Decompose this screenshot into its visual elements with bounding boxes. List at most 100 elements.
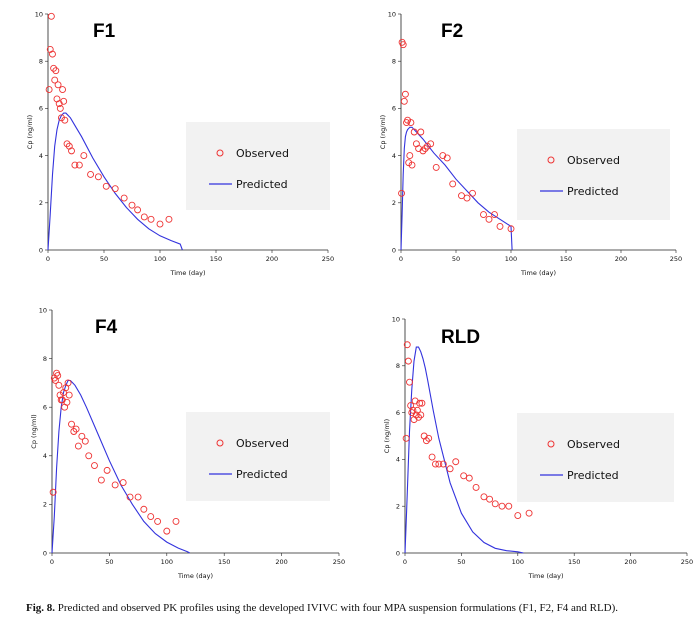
- observed-data-point: [443, 154, 451, 162]
- x-tick-label: 200: [275, 558, 287, 566]
- x-tick-label: 100: [505, 255, 517, 263]
- y-axis-label: Cp (ng/ml): [379, 115, 387, 149]
- observed-data-point: [400, 97, 408, 105]
- y-tick-label: 8: [396, 362, 400, 370]
- observed-data-point: [64, 379, 72, 387]
- observed-data-point: [87, 171, 95, 178]
- x-tick-label: 50: [105, 558, 113, 566]
- y-tick-label: 2: [43, 501, 47, 509]
- legend-observed-marker: [547, 156, 555, 164]
- y-tick-label: 6: [396, 409, 400, 417]
- observed-data-point: [427, 140, 435, 148]
- y-axis-label: Cp (ng/ml): [26, 115, 34, 149]
- caption-label: Fig. 8.: [26, 602, 56, 614]
- observed-data-point: [460, 472, 468, 480]
- observed-data-point: [81, 437, 89, 445]
- observed-data-point: [480, 211, 487, 219]
- x-tick-label: 100: [161, 558, 173, 566]
- observed-data-point: [472, 484, 480, 491]
- observed-data-point: [156, 220, 164, 228]
- y-tick-label: 0: [43, 549, 47, 557]
- observed-data-point: [54, 81, 62, 89]
- y-tick-label: 6: [43, 404, 47, 412]
- legend-predicted-label: Predicted: [567, 469, 619, 482]
- observed-data-point: [47, 12, 55, 20]
- observed-data-point: [68, 420, 75, 428]
- y-tick-label: 4: [39, 152, 43, 160]
- observed-data-point: [491, 500, 499, 508]
- legend-observed-marker: [216, 439, 224, 447]
- observed-data-point: [120, 194, 128, 202]
- x-tick-label: 50: [452, 255, 460, 263]
- observed-data-point: [402, 434, 410, 442]
- x-tick-label: 0: [403, 558, 407, 566]
- legend-observed-label: Observed: [236, 147, 289, 160]
- legend-predicted-label: Predicted: [567, 185, 619, 198]
- x-tick-label: 200: [624, 558, 636, 566]
- observed-data-point: [408, 161, 416, 169]
- x-tick-label: 150: [210, 255, 222, 263]
- x-tick-label: 150: [560, 255, 572, 263]
- observed-data-point: [432, 460, 439, 468]
- observed-data-point: [45, 86, 53, 93]
- x-tick-label: 250: [333, 558, 345, 566]
- observed-data-point: [428, 453, 436, 461]
- panel-title: F1: [93, 21, 116, 42]
- observed-data-point: [525, 509, 533, 517]
- y-tick-label: 4: [43, 452, 47, 460]
- y-tick-label: 2: [39, 199, 43, 207]
- y-axis-label: Cp (ng/ml): [30, 414, 38, 448]
- observed-data-point: [452, 458, 460, 466]
- legend-observed-label: Observed: [567, 438, 620, 451]
- observed-data-point: [70, 428, 78, 435]
- observed-data-point: [416, 399, 424, 407]
- observed-data-point: [80, 152, 88, 160]
- observed-data-point: [74, 442, 82, 450]
- panel-title: RLD: [441, 327, 480, 348]
- observed-data-point: [498, 502, 506, 510]
- x-tick-label: 250: [670, 255, 682, 263]
- observed-data-point: [480, 493, 488, 501]
- figure-caption: Fig. 8. Predicted and observed PK profil…: [26, 602, 686, 614]
- observed-data-point: [449, 180, 457, 188]
- observed-data-point: [409, 406, 417, 414]
- observed-data-point: [59, 86, 67, 93]
- observed-data-point: [399, 41, 407, 49]
- y-tick-label: 4: [392, 152, 396, 160]
- observed-data-point: [68, 147, 75, 155]
- y-tick-label: 0: [396, 549, 400, 557]
- observed-data-point: [72, 425, 80, 433]
- panel-title: F2: [441, 21, 463, 42]
- y-axis-label: Cp (ng/ml): [383, 419, 391, 453]
- observed-data-point: [49, 50, 56, 58]
- observed-data-point: [111, 185, 119, 193]
- observed-data-point: [65, 391, 73, 399]
- legend-predicted-label: Predicted: [236, 468, 288, 481]
- observed-data-point: [469, 189, 476, 197]
- observed-data-point: [463, 194, 471, 202]
- legend-box: [186, 412, 330, 501]
- observed-data-point: [94, 173, 102, 181]
- y-tick-label: 0: [392, 246, 396, 254]
- x-axis-label: Time (day): [527, 572, 563, 580]
- observed-data-point: [407, 119, 415, 127]
- caption-text: Predicted and observed PK profiles using…: [57, 602, 619, 614]
- x-tick-label: 0: [399, 255, 403, 263]
- panel-title: F4: [95, 317, 118, 338]
- x-tick-label: 0: [50, 558, 54, 566]
- y-tick-label: 0: [39, 246, 43, 254]
- observed-data-point: [71, 161, 79, 169]
- observed-data-point: [78, 432, 86, 440]
- observed-data-point: [128, 201, 136, 209]
- observed-data-point: [418, 399, 426, 407]
- observed-data-point: [54, 372, 62, 380]
- observed-data-point: [154, 517, 162, 525]
- x-tick-label: 50: [100, 255, 108, 263]
- y-tick-label: 10: [39, 306, 47, 314]
- x-axis-label: Time (day): [177, 572, 213, 580]
- observed-data-point: [147, 215, 155, 223]
- y-tick-label: 8: [39, 58, 43, 66]
